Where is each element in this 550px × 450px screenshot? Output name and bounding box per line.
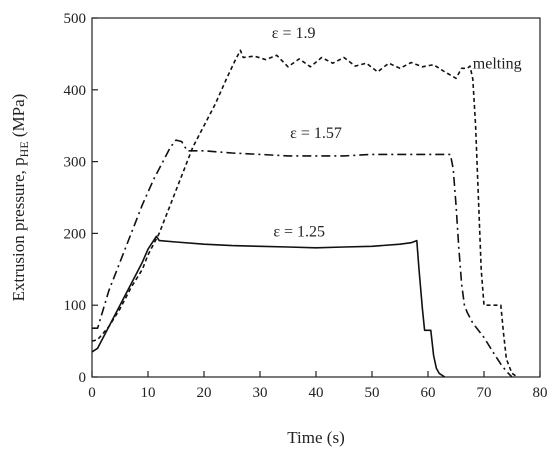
- series-line-3: [91, 49, 519, 378]
- annotation-label: ε = 1.57: [290, 125, 342, 142]
- x-tick-label: 70: [477, 385, 492, 401]
- series-line-1: [91, 235, 446, 378]
- x-tick-label: 50: [365, 385, 380, 401]
- y-axis-title-main: Extrusion pressure, p: [9, 157, 28, 301]
- x-tick-label: 10: [141, 385, 156, 401]
- annotations: ε = 1.9 melting ε = 1.57 ε = 1.25: [272, 25, 522, 240]
- x-tick-label: 20: [197, 385, 212, 401]
- y-axis-title-unit: (MPa): [9, 94, 28, 142]
- y-tick-label: 400: [64, 83, 87, 99]
- annotation-label: melting: [473, 55, 522, 72]
- series-layer: [91, 49, 519, 378]
- y-tick-label: 0: [79, 370, 87, 386]
- y-tick-label: 500: [64, 11, 87, 27]
- x-tick-label: 80: [533, 385, 548, 401]
- annotation-label: ε = 1.25: [273, 223, 325, 240]
- x-axis-title: Time (s): [287, 428, 344, 447]
- y-tick-label: 200: [64, 226, 87, 242]
- y-tick-label: 300: [64, 155, 87, 171]
- annotation-label: ε = 1.9: [272, 25, 316, 42]
- y-axis-title-subscript: HE: [17, 141, 31, 157]
- x-tick-label: 60: [421, 385, 436, 401]
- y-tick-label: 100: [64, 298, 87, 314]
- x-tick-label: 30: [253, 385, 268, 401]
- x-tick-label: 40: [309, 385, 324, 401]
- y-axis-title: Extrusion pressure, pHE (MPa): [9, 94, 31, 302]
- x-tick-label: 0: [88, 385, 96, 401]
- series-line-2: [92, 139, 513, 378]
- axis-ticks: 0 10 20 30 40 50 60 70 80 0 100 200 300 400 500: [64, 11, 548, 401]
